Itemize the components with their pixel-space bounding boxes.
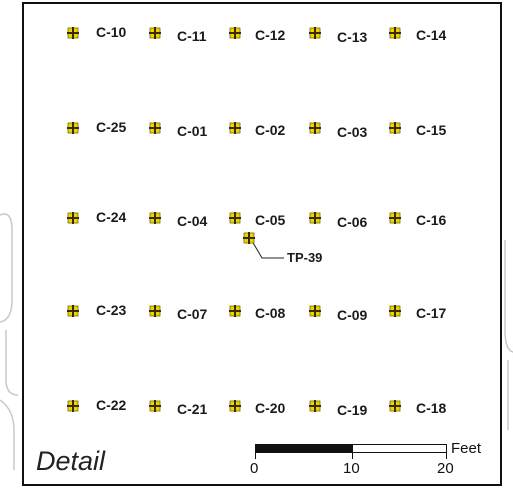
sample-point-marker-icon[interactable] <box>67 121 79 134</box>
sample-point-marker-icon[interactable] <box>67 26 79 39</box>
sample-point-label: C-20 <box>255 400 286 416</box>
sample-point-marker-icon[interactable] <box>67 211 79 224</box>
sample-point-marker-icon[interactable] <box>229 304 241 317</box>
sample-point-label: C-08 <box>255 305 286 321</box>
sample-point-marker-icon[interactable] <box>309 399 321 412</box>
sample-point-marker-icon[interactable] <box>229 121 241 134</box>
sample-point-label: C-03 <box>337 124 368 140</box>
sample-point-marker-icon[interactable] <box>389 211 401 224</box>
scale-tick-20 <box>446 453 447 459</box>
sample-point-marker-icon[interactable] <box>309 121 321 134</box>
sample-point-label: C-18 <box>416 400 447 416</box>
scale-bar-white-segment <box>352 444 447 453</box>
sample-point-label: C-21 <box>177 401 208 417</box>
sample-point-marker-icon[interactable] <box>229 26 241 39</box>
sample-point-marker-icon[interactable] <box>309 304 321 317</box>
sample-point-label: C-05 <box>255 212 286 228</box>
sample-point-label: C-16 <box>416 212 447 228</box>
sample-point-marker-icon[interactable] <box>67 304 79 317</box>
sample-point-marker-icon[interactable] <box>149 121 161 134</box>
sample-point-marker-icon[interactable] <box>389 399 401 412</box>
sample-point-marker-icon[interactable] <box>149 304 161 317</box>
sample-point-label: C-13 <box>337 29 368 45</box>
sample-point-marker-icon[interactable] <box>229 211 241 224</box>
sample-point-label: C-15 <box>416 122 447 138</box>
scale-unit-label: Feet <box>451 440 482 457</box>
test-pit-marker-icon[interactable] <box>243 231 255 244</box>
sample-point-marker-icon[interactable] <box>149 211 161 224</box>
sample-point-marker-icon[interactable] <box>149 26 161 39</box>
sample-point-marker-icon[interactable] <box>229 399 241 412</box>
sample-point-label: C-23 <box>96 302 127 318</box>
sample-point-marker-icon[interactable] <box>149 399 161 412</box>
sample-point-label: C-01 <box>177 123 208 139</box>
map-title: Detail <box>36 446 106 476</box>
scale-tick-10 <box>352 453 353 459</box>
sample-point-marker-icon[interactable] <box>67 399 79 412</box>
scale-bar-black-segment <box>255 444 352 453</box>
sample-point-marker-icon[interactable] <box>389 304 401 317</box>
scale-tick-label: 20 <box>437 460 454 477</box>
sample-point-marker-icon[interactable] <box>389 26 401 39</box>
test-pit-label: TP-39 <box>287 250 323 265</box>
sample-point-marker-icon[interactable] <box>309 211 321 224</box>
scale-tick-label: 10 <box>343 460 360 477</box>
sample-point-label: C-22 <box>96 397 127 413</box>
sample-point-label: C-10 <box>96 24 127 40</box>
sample-point-label: C-09 <box>337 307 368 323</box>
sample-point-label: C-02 <box>255 122 286 138</box>
sample-point-label: C-04 <box>177 213 208 229</box>
scale-tick-0 <box>255 453 256 459</box>
sample-point-label: C-11 <box>177 28 207 44</box>
sample-point-marker-icon[interactable] <box>309 26 321 39</box>
sample-point-label: C-25 <box>96 119 127 135</box>
sample-point-label: C-19 <box>337 402 368 418</box>
sample-point-label: C-24 <box>96 209 127 225</box>
sample-point-marker-icon[interactable] <box>389 121 401 134</box>
scale-tick-label: 0 <box>250 460 259 477</box>
sample-point-label: C-17 <box>416 305 447 321</box>
sample-point-label: C-14 <box>416 27 447 43</box>
sample-point-label: C-07 <box>177 306 208 322</box>
sample-point-label: C-12 <box>255 27 286 43</box>
sample-point-label: C-06 <box>337 214 368 230</box>
